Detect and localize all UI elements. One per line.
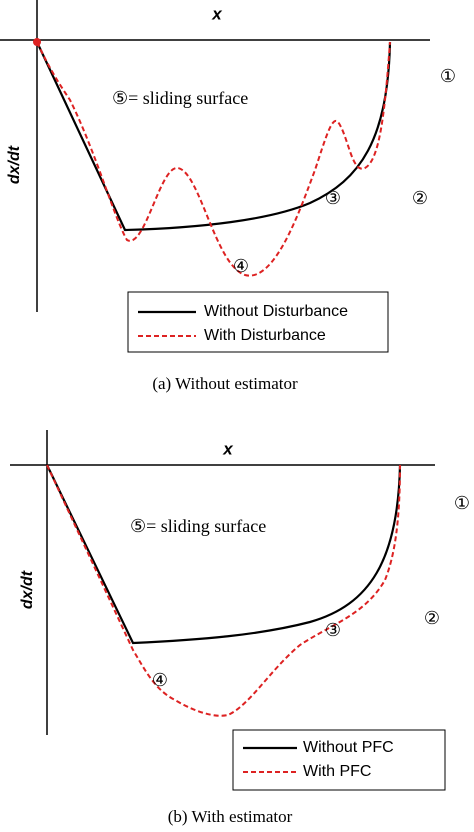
caption: (b) With estimator <box>168 807 293 826</box>
legend-label: With PFC <box>303 763 371 780</box>
y-label: dx/dt <box>19 570 36 609</box>
sliding-label: ⑤= sliding surface <box>130 516 266 536</box>
region-label: ① <box>440 66 456 86</box>
region-label: ① <box>454 493 470 513</box>
x-label: x <box>222 439 234 458</box>
region-label: ④ <box>152 670 168 690</box>
curve-without <box>36 41 392 232</box>
legend-box <box>127 291 389 353</box>
curve-without <box>46 464 402 645</box>
x-label: x <box>211 4 223 23</box>
legend-label: Without PFC <box>303 739 394 756</box>
region-label: ② <box>424 608 440 628</box>
region-label: ④ <box>233 256 249 276</box>
curve-with <box>46 464 401 717</box>
legend-label: Without Disturbance <box>204 303 348 320</box>
region-label: ③ <box>325 620 341 640</box>
curve-with <box>36 41 391 277</box>
sliding-label: ⑤= sliding surface <box>112 88 248 108</box>
origin-dot <box>33 38 41 46</box>
region-label: ③ <box>325 188 341 208</box>
y-label: dx/dt <box>6 145 23 184</box>
legend-label: With Disturbance <box>204 327 326 344</box>
legend-box <box>232 729 446 791</box>
caption: (a) Without estimator <box>152 374 298 393</box>
region-label: ② <box>412 188 428 208</box>
